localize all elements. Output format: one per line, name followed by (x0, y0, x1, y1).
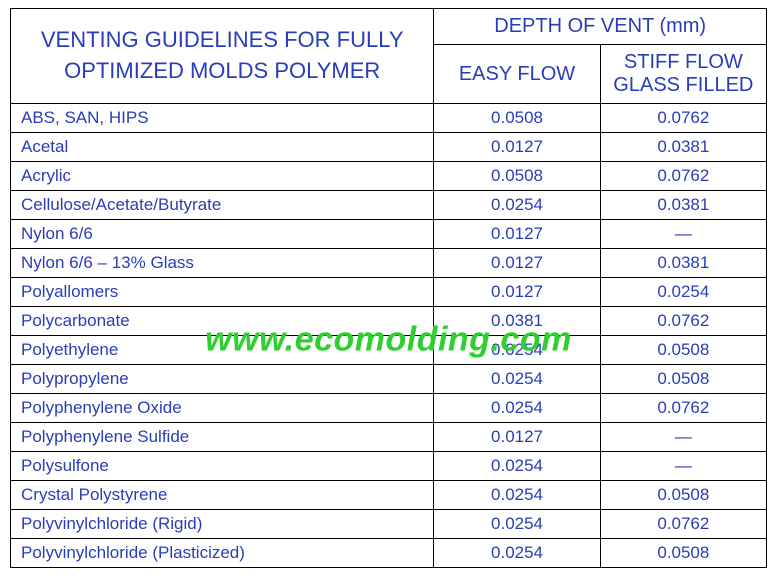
easy-flow-cell: 0.0127 (434, 249, 600, 278)
header-title-line1: VENTING GUIDELINES FOR FULLY (41, 27, 404, 52)
table-row: Polysulfone0.0254— (11, 452, 767, 481)
polymer-cell: Polyallomers (11, 278, 434, 307)
polymer-cell: Nylon 6/6 – 13% Glass (11, 249, 434, 278)
stiff-flow-cell: 0.0508 (600, 365, 766, 394)
header-title-line2: OPTIMIZED MOLDS POLYMER (64, 58, 380, 83)
table-row: ABS, SAN, HIPS0.05080.0762 (11, 104, 767, 133)
easy-flow-cell: 0.0254 (434, 336, 600, 365)
easy-flow-cell: 0.0254 (434, 539, 600, 568)
table-row: Crystal Polystyrene0.02540.0508 (11, 481, 767, 510)
stiff-flow-cell: 0.0762 (600, 510, 766, 539)
header-easy-flow: EASY FLOW (434, 45, 600, 104)
table-row: Polyethylene0.02540.0508 (11, 336, 767, 365)
easy-flow-cell: 0.0381 (434, 307, 600, 336)
polymer-cell: Polysulfone (11, 452, 434, 481)
table-row: Polyphenylene Sulfide0.0127— (11, 423, 767, 452)
table-row: Polyvinylchloride (Plasticized)0.02540.0… (11, 539, 767, 568)
stiff-flow-cell: 0.0762 (600, 307, 766, 336)
easy-flow-cell: 0.0508 (434, 162, 600, 191)
header-stiff-line1: STIFF FLOW (624, 51, 743, 73)
table-row: Polyvinylchloride (Rigid)0.02540.0762 (11, 510, 767, 539)
easy-flow-cell: 0.0508 (434, 104, 600, 133)
stiff-flow-cell: — (600, 423, 766, 452)
easy-flow-cell: 0.0254 (434, 365, 600, 394)
stiff-flow-cell: 0.0762 (600, 394, 766, 423)
easy-flow-cell: 0.0254 (434, 191, 600, 220)
easy-flow-cell: 0.0254 (434, 452, 600, 481)
easy-flow-cell: 0.0254 (434, 394, 600, 423)
stiff-flow-cell: 0.0254 (600, 278, 766, 307)
stiff-flow-cell: — (600, 220, 766, 249)
easy-flow-cell: 0.0127 (434, 423, 600, 452)
stiff-flow-cell: 0.0381 (600, 133, 766, 162)
header-stiff-line2: GLASS FILLED (613, 74, 753, 96)
table-row: Acrylic0.05080.0762 (11, 162, 767, 191)
easy-flow-cell: 0.0127 (434, 133, 600, 162)
easy-flow-cell: 0.0254 (434, 510, 600, 539)
stiff-flow-cell: 0.0508 (600, 481, 766, 510)
stiff-flow-cell: 0.0381 (600, 191, 766, 220)
polymer-cell: Polycarbonate (11, 307, 434, 336)
easy-flow-cell: 0.0127 (434, 220, 600, 249)
stiff-flow-cell: — (600, 452, 766, 481)
stiff-flow-cell: 0.0508 (600, 539, 766, 568)
easy-flow-cell: 0.0254 (434, 481, 600, 510)
header-stiff-flow: STIFF FLOW GLASS FILLED (600, 45, 766, 104)
header-depth: DEPTH OF VENT (mm) (434, 9, 767, 45)
polymer-cell: Polyvinylchloride (Rigid) (11, 510, 434, 539)
polymer-cell: Polypropylene (11, 365, 434, 394)
table-row: Nylon 6/60.0127— (11, 220, 767, 249)
stiff-flow-cell: 0.0762 (600, 162, 766, 191)
polymer-cell: Polyvinylchloride (Plasticized) (11, 539, 434, 568)
stiff-flow-cell: 0.0508 (600, 336, 766, 365)
easy-flow-cell: 0.0127 (434, 278, 600, 307)
table-row: Nylon 6/6 – 13% Glass0.01270.0381 (11, 249, 767, 278)
polymer-cell: Nylon 6/6 (11, 220, 434, 249)
table-row: Acetal0.01270.0381 (11, 133, 767, 162)
polymer-cell: ABS, SAN, HIPS (11, 104, 434, 133)
polymer-cell: Acetal (11, 133, 434, 162)
polymer-cell: Cellulose/Acetate/Butyrate (11, 191, 434, 220)
header-title: VENTING GUIDELINES FOR FULLY OPTIMIZED M… (11, 9, 434, 104)
polymer-cell: Acrylic (11, 162, 434, 191)
table-row: Polyphenylene Oxide0.02540.0762 (11, 394, 767, 423)
table-row: Polycarbonate0.03810.0762 (11, 307, 767, 336)
polymer-cell: Crystal Polystyrene (11, 481, 434, 510)
table-row: Polyallomers0.01270.0254 (11, 278, 767, 307)
polymer-cell: Polyethylene (11, 336, 434, 365)
polymer-cell: Polyphenylene Oxide (11, 394, 434, 423)
table-row: Polypropylene0.02540.0508 (11, 365, 767, 394)
table-body: ABS, SAN, HIPS0.05080.0762Acetal0.01270.… (11, 104, 767, 568)
venting-guidelines-table: VENTING GUIDELINES FOR FULLY OPTIMIZED M… (10, 8, 767, 568)
stiff-flow-cell: 0.0381 (600, 249, 766, 278)
stiff-flow-cell: 0.0762 (600, 104, 766, 133)
table-row: Cellulose/Acetate/Butyrate0.02540.0381 (11, 191, 767, 220)
polymer-cell: Polyphenylene Sulfide (11, 423, 434, 452)
